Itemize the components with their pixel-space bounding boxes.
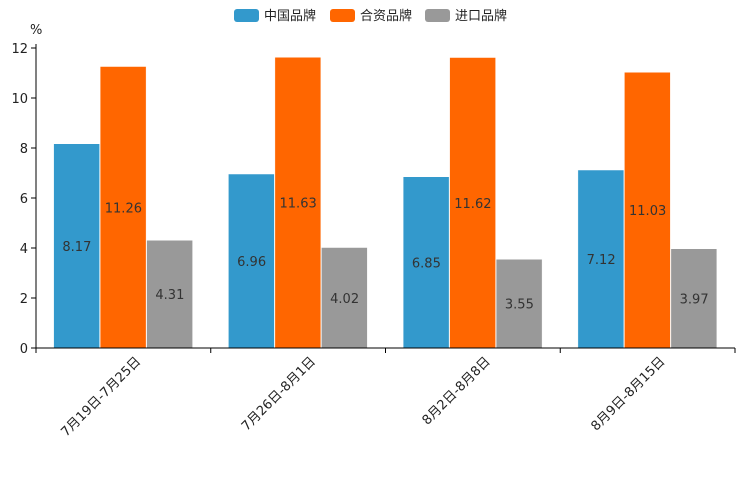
- bar: [146, 240, 193, 349]
- data-label: 3.97: [680, 292, 709, 307]
- legend: 中国品牌 合资品牌 进口品牌: [234, 8, 507, 24]
- legend-swatch: [425, 9, 450, 22]
- y-axis: 0 2 4 6 8 10 12: [11, 42, 37, 357]
- legend-swatch: [234, 9, 259, 22]
- bar: [53, 143, 100, 349]
- data-label: 11.63: [280, 197, 317, 212]
- bar: [274, 57, 322, 349]
- y-tick-label: 6: [20, 192, 28, 207]
- y-axis-unit-label: %: [30, 23, 42, 38]
- bar: [402, 176, 450, 349]
- bar: [624, 72, 671, 349]
- legend-label: 进口品牌: [455, 8, 507, 24]
- x-tick-label: 7月19日-7月25日: [58, 354, 144, 440]
- y-tick-label: 12: [11, 42, 28, 57]
- bar: [670, 248, 718, 349]
- data-label: 7.12: [587, 253, 616, 268]
- x-tick-label: 7月26日-8月1日: [239, 354, 319, 434]
- data-label: 6.85: [412, 256, 441, 271]
- y-tick-label: 8: [20, 142, 28, 157]
- x-tick-label: 8月9日-8月15日: [589, 354, 669, 434]
- data-label: 4.02: [330, 292, 359, 307]
- legend-label: 中国品牌: [264, 8, 316, 24]
- y-tick-label: 10: [11, 92, 28, 107]
- x-axis: 7月19日-7月25日 7月26日-8月1日 8月2日-8月8日 8月9日-8月15日: [35, 347, 736, 440]
- x-tick-label: 8月2日-8月8日: [420, 354, 494, 428]
- legend-label: 合资品牌: [360, 8, 412, 24]
- data-label: 11.03: [629, 204, 666, 219]
- data-label: 6.96: [237, 255, 266, 270]
- legend-swatch: [330, 9, 355, 22]
- y-tick-label: 4: [20, 242, 28, 257]
- data-label: 11.62: [454, 197, 491, 212]
- bars-group: [53, 57, 718, 349]
- data-label: 8.17: [62, 240, 91, 255]
- y-tick-label: 0: [20, 342, 28, 357]
- bar: [228, 173, 275, 349]
- data-label: 4.31: [155, 288, 184, 303]
- y-tick-label: 2: [20, 292, 28, 307]
- data-label: 11.26: [105, 201, 142, 216]
- data-labels-group: 8.17 11.26 4.31 6.96 11.63 4.02 6.85 11.62 3.55 7…: [62, 197, 708, 313]
- bar: [449, 57, 496, 349]
- bar: [321, 247, 368, 349]
- bar: [99, 66, 147, 349]
- bar: [577, 169, 625, 349]
- data-label: 3.55: [505, 298, 534, 313]
